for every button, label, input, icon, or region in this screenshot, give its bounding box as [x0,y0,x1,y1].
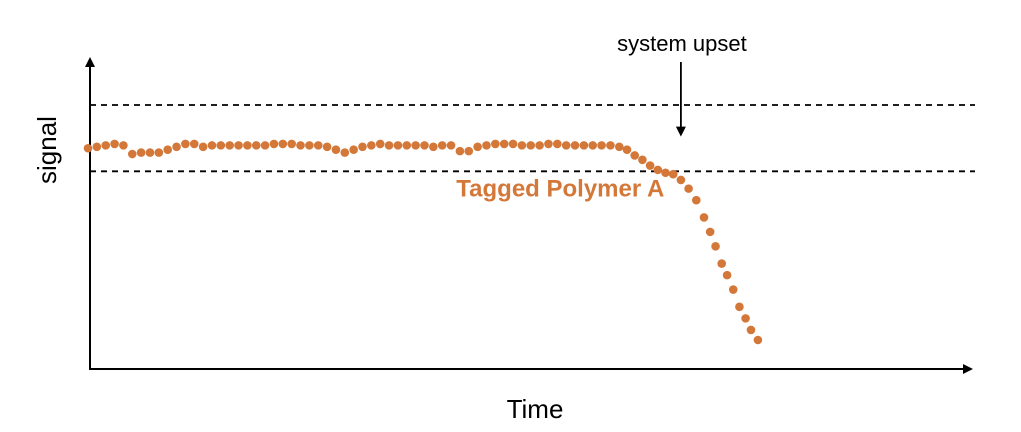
data-point [597,141,606,150]
data-point [101,141,111,150]
data-point [225,141,234,150]
data-point [735,302,744,312]
data-point [517,141,527,150]
data-point [446,141,456,150]
series-label-tagged-polymer-a: Tagged Polymer A [456,175,664,202]
data-point [753,335,763,345]
y-axis-label: signal [32,116,62,184]
data-point [728,285,738,294]
data-point [172,142,181,152]
data-point [384,141,394,150]
data-point [622,145,632,154]
data-point [499,139,509,149]
data-point [717,259,727,268]
data-point [260,141,270,150]
data-point [535,141,544,150]
data-point [638,155,647,165]
data-point [198,142,208,152]
data-point [402,141,412,150]
x-axis-label: Time [507,394,564,424]
data-point [722,270,732,280]
data-point [216,141,226,150]
data-point [367,141,376,150]
data-point [630,151,639,160]
data-point [464,146,474,156]
data-point [340,148,350,157]
data-point [429,142,438,152]
data-point [322,142,332,152]
data-point [189,139,199,149]
data-point [699,213,709,222]
data-point [741,314,750,323]
data-point [278,139,288,149]
data-point [127,149,137,159]
data-point [331,145,341,154]
data-point [588,141,598,150]
data-point [349,145,358,154]
data-point [119,141,128,150]
data-point [110,139,119,149]
series-tagged-polymer-a-points [83,139,763,345]
data-point [653,165,663,175]
data-point [455,146,465,156]
data-point [705,227,715,237]
data-point [234,141,243,150]
data-point [269,139,279,149]
data-point [491,139,500,149]
data-point [375,139,385,149]
data-point [287,139,296,149]
data-point [420,141,429,150]
data-point [482,141,491,150]
data-point [684,184,693,193]
data-point [393,141,403,150]
data-point [83,143,93,153]
data-point [711,241,720,251]
data-point [570,141,580,150]
data-point [661,168,670,178]
data-point [473,142,482,152]
data-point [163,145,172,154]
data-point [615,142,624,152]
data-point [207,141,217,150]
data-point [508,139,518,149]
data-point [136,148,146,157]
data-point [579,141,589,150]
data-point [437,141,447,150]
system-upset-annotation: system upset [617,31,747,56]
data-point [411,141,420,150]
data-point [305,141,314,150]
data-point [243,141,252,150]
data-point [645,161,655,170]
data-point [746,325,756,335]
data-point [358,142,367,152]
data-point [606,141,615,150]
data-point [668,169,678,179]
data-point [145,148,155,157]
data-point [181,139,190,149]
data-point [313,141,323,150]
data-point [561,141,571,150]
data-point [553,139,562,149]
data-point [544,139,553,149]
data-point [692,195,701,205]
data-point [251,141,261,150]
data-point [296,141,305,150]
data-point [154,148,164,157]
data-point [92,142,102,152]
data-point [676,175,686,185]
data-point [526,141,536,150]
